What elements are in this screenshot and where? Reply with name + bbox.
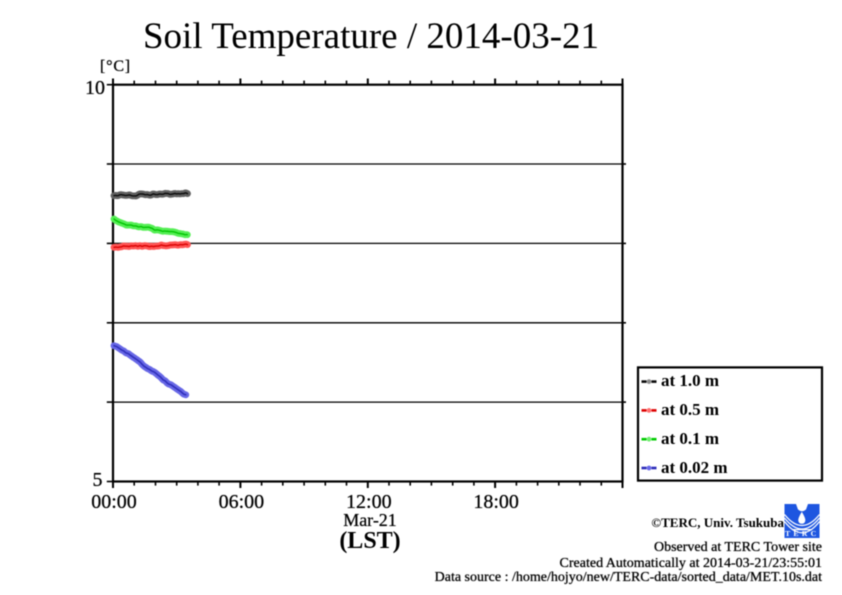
svg-text:TERC: TERC bbox=[785, 529, 819, 538]
